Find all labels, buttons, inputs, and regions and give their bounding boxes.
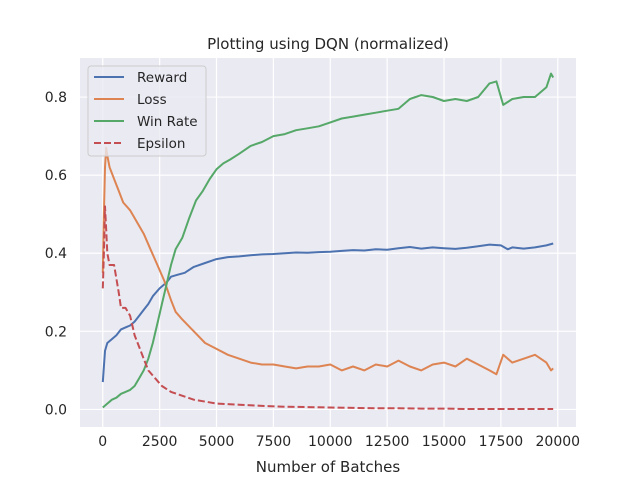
- x-tick-label: 10000: [308, 434, 353, 450]
- x-tick-label: 12500: [365, 434, 410, 450]
- legend-box: [87, 65, 207, 157]
- legend: Reward Loss Win Rate Epsilon: [87, 65, 207, 157]
- x-tick-label: 0: [98, 434, 107, 450]
- legend-label-epsilon: Epsilon: [137, 136, 185, 152]
- legend-label-loss: Loss: [137, 92, 167, 108]
- x-tick-label: 15000: [422, 434, 467, 450]
- series-line-loss: [101, 146, 554, 376]
- series-line-reward: [101, 242, 554, 383]
- legend-label-win-rate: Win Rate: [137, 114, 198, 130]
- series-layer: [101, 72, 555, 410]
- chart-title: Plotting using DQN (normalized): [207, 35, 449, 53]
- x-tick-label: 2500: [142, 434, 178, 450]
- x-axis-label: Number of Batches: [256, 458, 401, 476]
- series-line-win-rate: [102, 72, 555, 409]
- x-tick-label: 20000: [536, 434, 581, 450]
- y-tick-label: 0.2: [45, 324, 67, 340]
- y-tick-labels: 0.0 0.2 0.4 0.6 0.8: [45, 90, 67, 418]
- x-tick-label: 5000: [199, 434, 235, 450]
- grid-lines: [80, 58, 576, 427]
- legend-label-reward: Reward: [137, 70, 187, 86]
- y-tick-label: 0.6: [45, 168, 67, 184]
- y-tick-label: 0.0: [45, 402, 67, 418]
- y-tick-label: 0.4: [45, 246, 67, 262]
- x-tick-label: 7500: [256, 434, 292, 450]
- series-line-epsilon: [101, 205, 554, 410]
- y-tick-label: 0.8: [45, 90, 67, 106]
- x-tick-label: 17500: [479, 434, 524, 450]
- x-tick-labels: 0 2500 5000 7500 10000 12500 15000 17500 20000: [98, 434, 580, 450]
